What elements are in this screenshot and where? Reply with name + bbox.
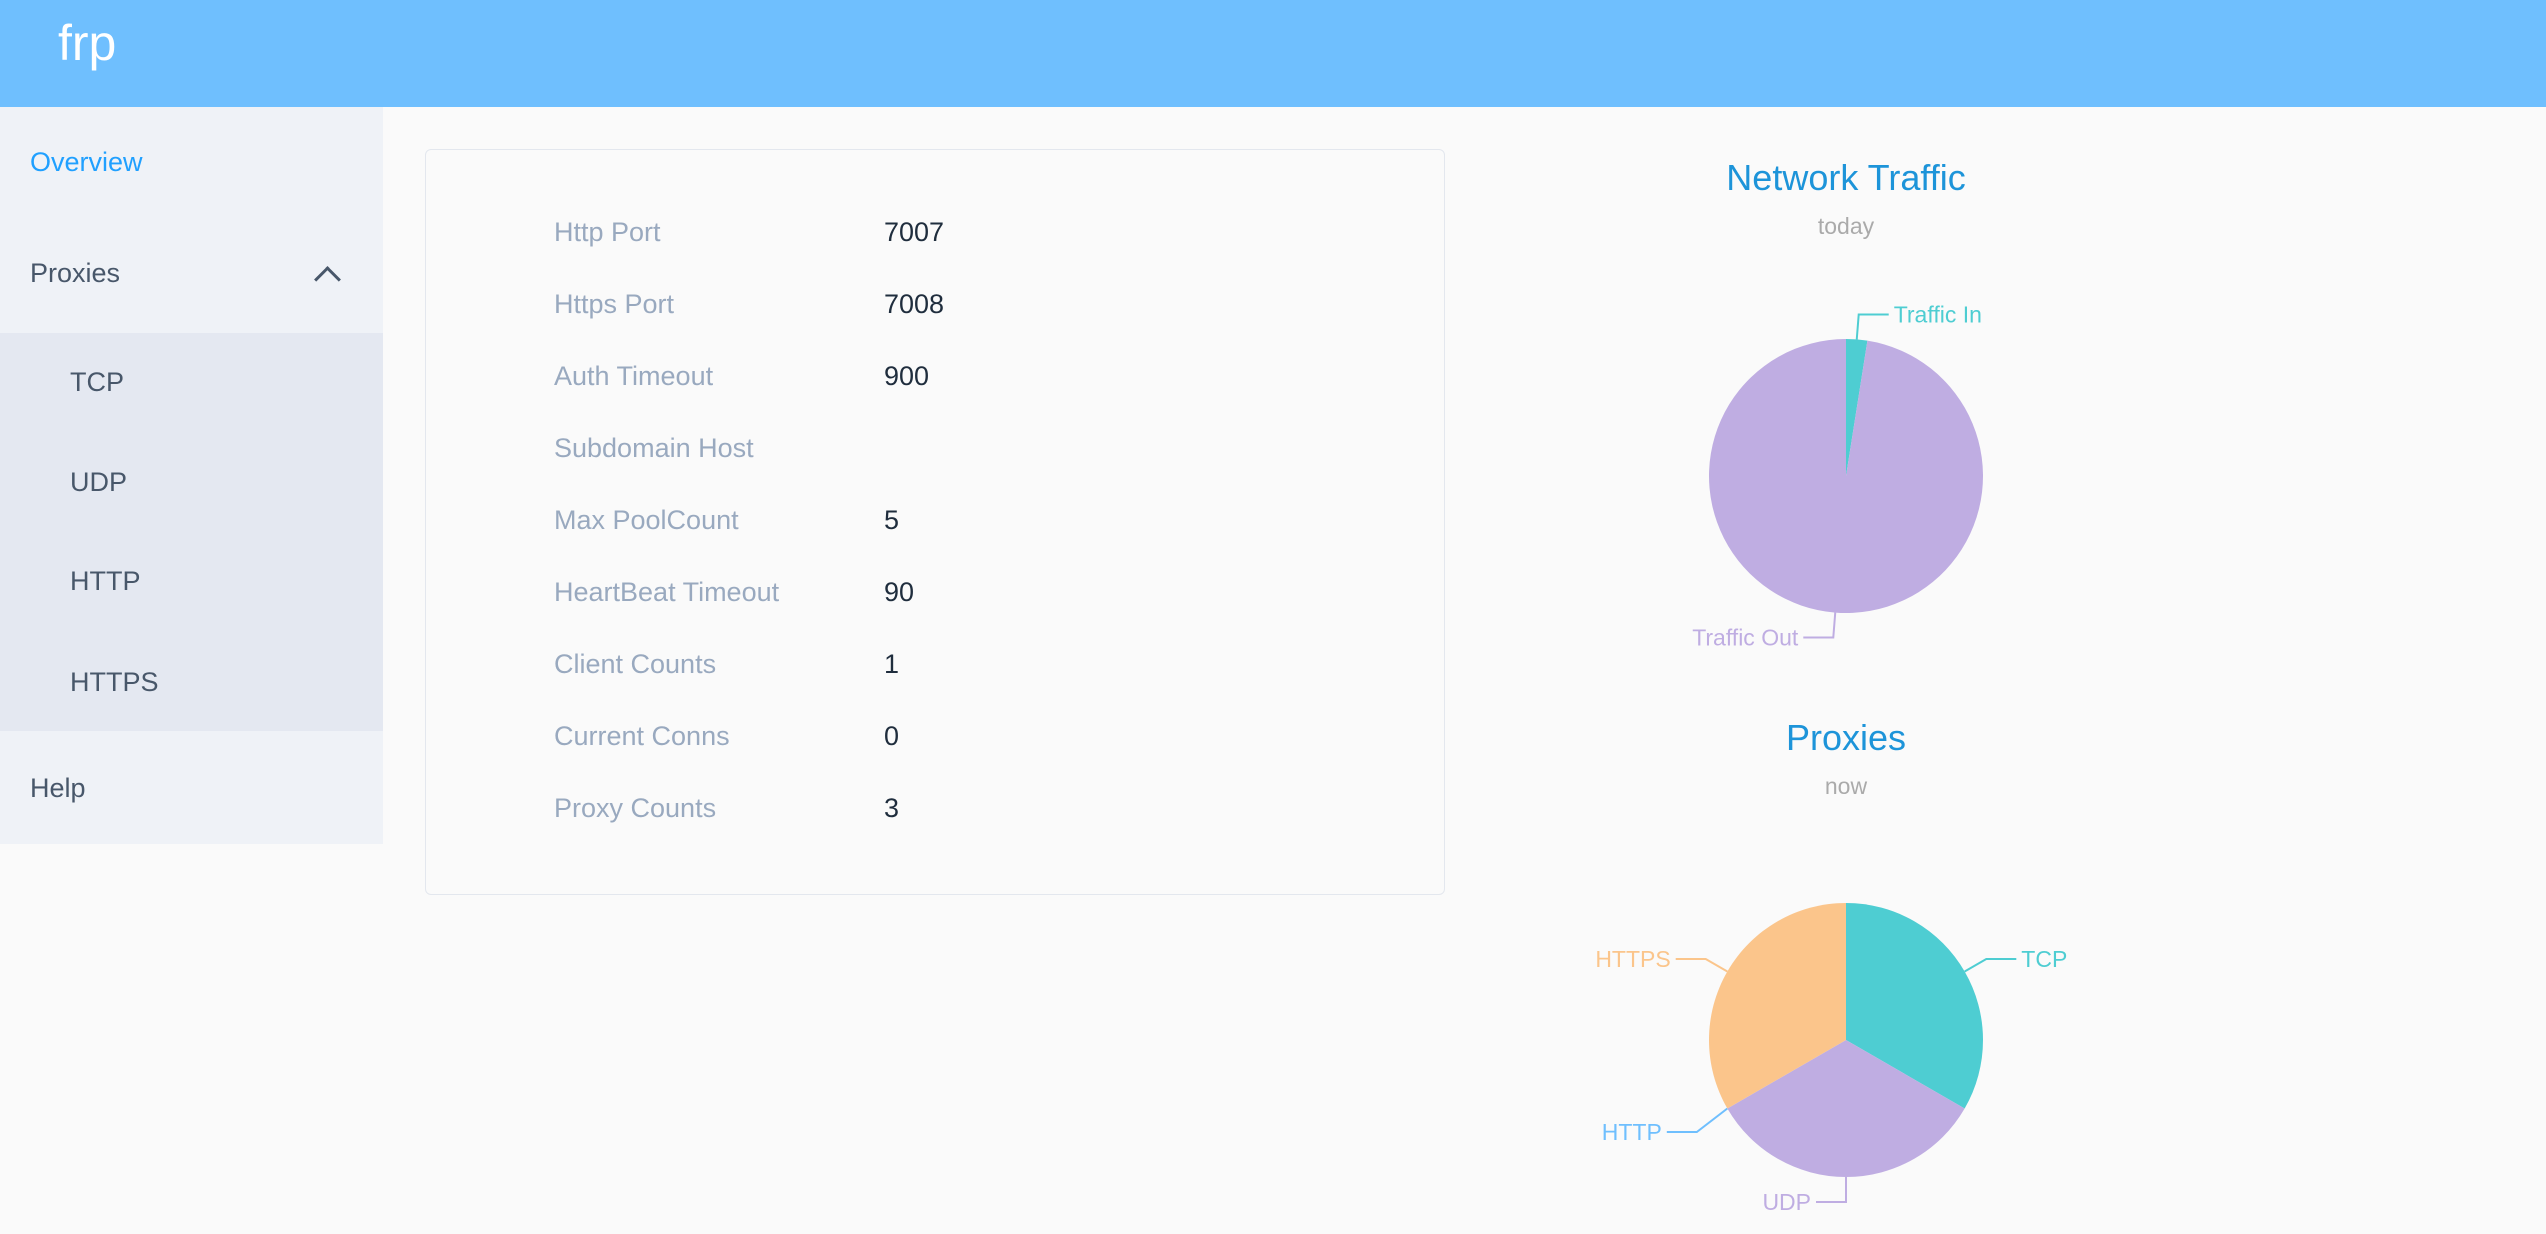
slice-label-https: HTTPS bbox=[1595, 946, 1670, 972]
pie-slice-traffic-out[interactable] bbox=[1708, 339, 1983, 613]
info-label: Http Port bbox=[554, 217, 661, 247]
chart-title: Network Traffic bbox=[1726, 157, 1965, 198]
server-info-card: Http Port 7007 Https Port 7008 Auth Timeou… bbox=[425, 149, 1445, 895]
leader-line-http bbox=[1666, 1107, 1728, 1133]
sidebar-item-udp[interactable]: UDP bbox=[70, 467, 128, 497]
info-value: 5 bbox=[884, 505, 900, 535]
info-row-max-poolcount: Max PoolCount 5 bbox=[426, 505, 1444, 545]
info-value: 3 bbox=[884, 793, 900, 823]
slice-label-traffic-out: Traffic Out bbox=[1692, 625, 1799, 651]
info-label: Https Port bbox=[554, 289, 675, 319]
info-row-current-conns: Current Conns 0 bbox=[426, 721, 1444, 761]
top-header: frp bbox=[0, 0, 2546, 107]
info-value: 0 bbox=[884, 721, 900, 751]
info-row-heartbeat-timeout: HeartBeat Timeout 90 bbox=[426, 577, 1444, 617]
pie-slice-traffic-in[interactable] bbox=[1846, 339, 1868, 476]
sidebar-item-https[interactable]: HTTPS bbox=[70, 667, 159, 697]
info-label: Auth Timeout bbox=[554, 361, 714, 391]
leader-line-udp bbox=[1816, 1177, 1847, 1203]
pie-slice-tcp[interactable] bbox=[1846, 903, 1984, 1109]
info-label: Subdomain Host bbox=[554, 433, 754, 463]
sidebar: Overview Proxies TCP UDP HTTP HTTPS Help bbox=[0, 107, 383, 844]
info-label: Proxy Counts bbox=[554, 793, 717, 823]
app-logo[interactable]: frp bbox=[58, 15, 117, 71]
chart-title: Proxies bbox=[1786, 717, 1906, 758]
network-traffic-chart: Network Traffic today Traffic In Traffic … bbox=[1692, 157, 1983, 651]
proxies-submenu: TCP UDP HTTP HTTPS bbox=[0, 333, 383, 731]
info-row-http-port: Http Port 7007 bbox=[426, 217, 1444, 257]
leader-line-https bbox=[1675, 958, 1728, 973]
info-label: Current Conns bbox=[554, 721, 730, 751]
info-row-https-port: Https Port 7008 bbox=[426, 289, 1444, 329]
info-label: Max PoolCount bbox=[554, 505, 739, 535]
info-label: HeartBeat Timeout bbox=[554, 577, 780, 607]
leader-line-tcp bbox=[1964, 958, 2017, 973]
slice-label-udp: UDP bbox=[1762, 1189, 1811, 1215]
info-value: 1 bbox=[884, 649, 900, 679]
leader-line-traffic-out bbox=[1803, 612, 1837, 639]
proxies-chart: Proxies now TCP UDP HTTP HTTPS bbox=[1595, 717, 2067, 1215]
leader-line-traffic-in bbox=[1855, 313, 1889, 340]
sidebar-item-http[interactable]: HTTP bbox=[70, 566, 141, 596]
sidebar-item-tcp[interactable]: TCP bbox=[70, 367, 124, 397]
pie-slice-https[interactable] bbox=[1708, 903, 1846, 1109]
chart-subtitle: today bbox=[1818, 213, 1875, 239]
sidebar-item-help[interactable]: Help bbox=[30, 773, 86, 803]
slice-label-traffic-in: Traffic In bbox=[1894, 301, 1982, 327]
info-row-auth-timeout: Auth Timeout 900 bbox=[426, 361, 1444, 401]
info-value: 7008 bbox=[884, 289, 945, 319]
info-value: 900 bbox=[884, 361, 930, 391]
sidebar-item-proxies[interactable]: Proxies bbox=[30, 258, 121, 288]
info-label: Client Counts bbox=[554, 649, 717, 679]
sidebar-item-overview[interactable]: Overview bbox=[30, 147, 143, 177]
info-row-client-counts: Client Counts 1 bbox=[426, 649, 1444, 689]
info-value: 7007 bbox=[884, 217, 945, 247]
slice-label-tcp: TCP bbox=[2021, 946, 2067, 972]
info-row-proxy-counts: Proxy Counts 3 bbox=[426, 793, 1444, 833]
info-row-subdomain-host: Subdomain Host bbox=[426, 433, 1444, 473]
slice-label-http: HTTP bbox=[1602, 1119, 1662, 1145]
chart-subtitle: now bbox=[1825, 773, 1868, 799]
info-value: 90 bbox=[884, 577, 915, 607]
